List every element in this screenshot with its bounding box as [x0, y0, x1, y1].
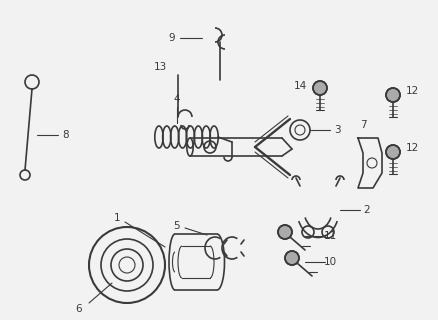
Text: 6: 6	[75, 304, 82, 314]
Circle shape	[385, 88, 399, 102]
Circle shape	[277, 225, 291, 239]
Text: 12: 12	[404, 143, 418, 153]
Text: 9: 9	[168, 33, 175, 43]
Circle shape	[284, 251, 298, 265]
Circle shape	[385, 145, 399, 159]
Text: 7: 7	[359, 120, 365, 130]
Text: 2: 2	[363, 205, 370, 215]
Text: 3: 3	[333, 125, 339, 135]
Text: 14: 14	[293, 81, 306, 91]
Circle shape	[312, 81, 326, 95]
Text: 8: 8	[63, 130, 69, 140]
Text: 12: 12	[404, 86, 418, 96]
Text: 4: 4	[173, 94, 180, 104]
Text: 10: 10	[323, 257, 336, 267]
Text: 5: 5	[173, 221, 180, 231]
Text: 13: 13	[153, 62, 166, 72]
Text: 11: 11	[323, 231, 336, 241]
Text: 1: 1	[113, 213, 120, 223]
